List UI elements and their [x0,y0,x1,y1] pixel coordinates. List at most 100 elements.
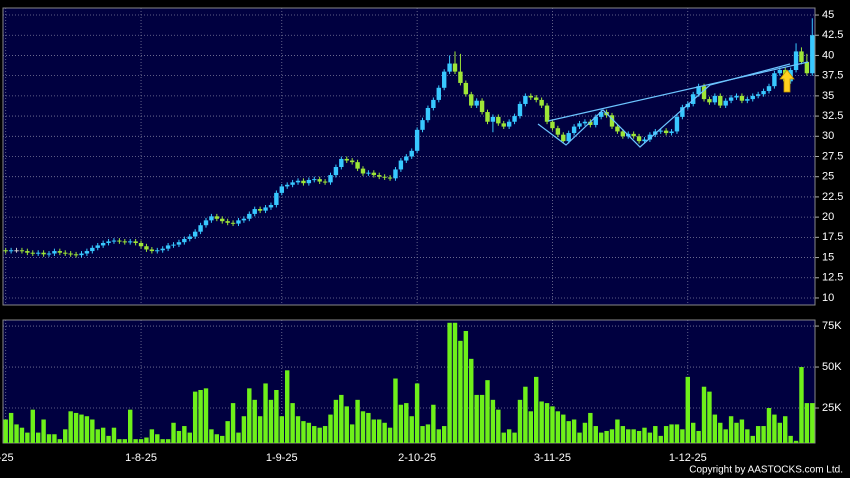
volume-bar [63,429,68,443]
candle-body [133,241,138,243]
candle-body [176,242,182,245]
y-tick-label: 10 [822,292,834,304]
y-tick-label: 27.5 [822,150,843,162]
volume-bar [100,427,106,443]
candle-body [658,130,663,132]
volume-bar [561,414,566,443]
candle-body [804,61,810,74]
candle-body [285,184,290,187]
candle-body [171,244,176,246]
candle-body [377,175,382,177]
candle-body [555,128,561,135]
candle-body [225,221,230,223]
candle-body [236,220,241,224]
candle-body [680,107,685,117]
candle-body [436,87,441,100]
candle-body [344,158,349,161]
candle-body [306,179,312,184]
y-tick-label: 22.5 [822,191,843,203]
candle-body [496,116,501,124]
candle-body [642,139,647,142]
candle-body [63,252,68,254]
volume-bar [328,414,333,443]
candle-body [46,253,52,255]
volume-bar [322,426,328,443]
volume-bar [155,434,160,443]
candle-body [799,51,804,62]
y-tick-label: 15 [822,251,834,263]
y-tick-label: 12.5 [822,272,843,284]
candle-body [674,116,680,132]
volume-bar [577,432,582,443]
volume-bar [626,429,631,443]
candle-body [566,133,571,142]
y-tick-label: 25K [822,402,842,414]
candle-body [8,250,14,252]
candle-body [712,95,718,103]
volume-bar [257,416,263,443]
candle-body [25,251,30,253]
candle-body [30,252,35,254]
volume-bar [485,380,490,443]
candle-body [279,186,284,193]
volume-bar [117,439,122,443]
candle-body [19,250,25,252]
candle-body [73,254,79,256]
candle-body [474,100,479,106]
volume-bar [344,406,349,443]
candle-body [68,253,73,255]
volume-bar [333,399,339,443]
candle-body [593,116,598,125]
x-tick-label: 1-12-25 [669,452,707,464]
candle-body [117,240,122,242]
volume-bar [431,404,436,443]
volume-bar [290,403,295,443]
x-tick-label: 3-11-25 [534,452,571,464]
candle-body [187,236,192,239]
volume-bar [436,429,441,443]
volume-bar [793,440,799,443]
y-tick-label: 37.5 [822,70,843,82]
volume-bar [636,430,642,443]
candle-body [312,179,317,181]
volume-bar [404,403,409,443]
candle-body [409,150,414,157]
candle-body [209,216,214,221]
candle-body [539,99,544,106]
candle-body [3,250,8,252]
volume-bar [138,439,144,443]
volume-bar [761,426,766,443]
resistance-line [547,61,809,122]
volume-bar [490,399,496,443]
candle-body [458,71,463,83]
candle-body [561,134,566,142]
volume-bar [371,419,377,443]
volume-bar [528,411,534,443]
volume-bar [57,439,63,443]
signal-arrow [779,69,795,93]
volume-bar [46,434,52,443]
candle-body [301,180,306,184]
candle-body [371,172,377,176]
volume-bar [79,414,84,443]
candle-body [582,121,588,124]
volume-bar [734,422,739,443]
volume-bar [642,427,647,443]
volume-bar [680,429,685,443]
volume-bar [339,394,344,443]
volume-bar [615,419,620,443]
volume-bar [777,422,783,443]
volume-bar [810,403,815,443]
candle-body [220,218,225,222]
volume-bar [685,376,690,443]
volume-bar [68,411,73,443]
volume-bar [728,416,734,443]
candle-body [734,95,739,98]
y-tick-label: 17.5 [822,231,843,243]
volume-bar [469,358,474,443]
candle-body [534,97,539,100]
x-tick-label: 2-10-25 [398,452,436,464]
trend-lines [537,61,809,148]
